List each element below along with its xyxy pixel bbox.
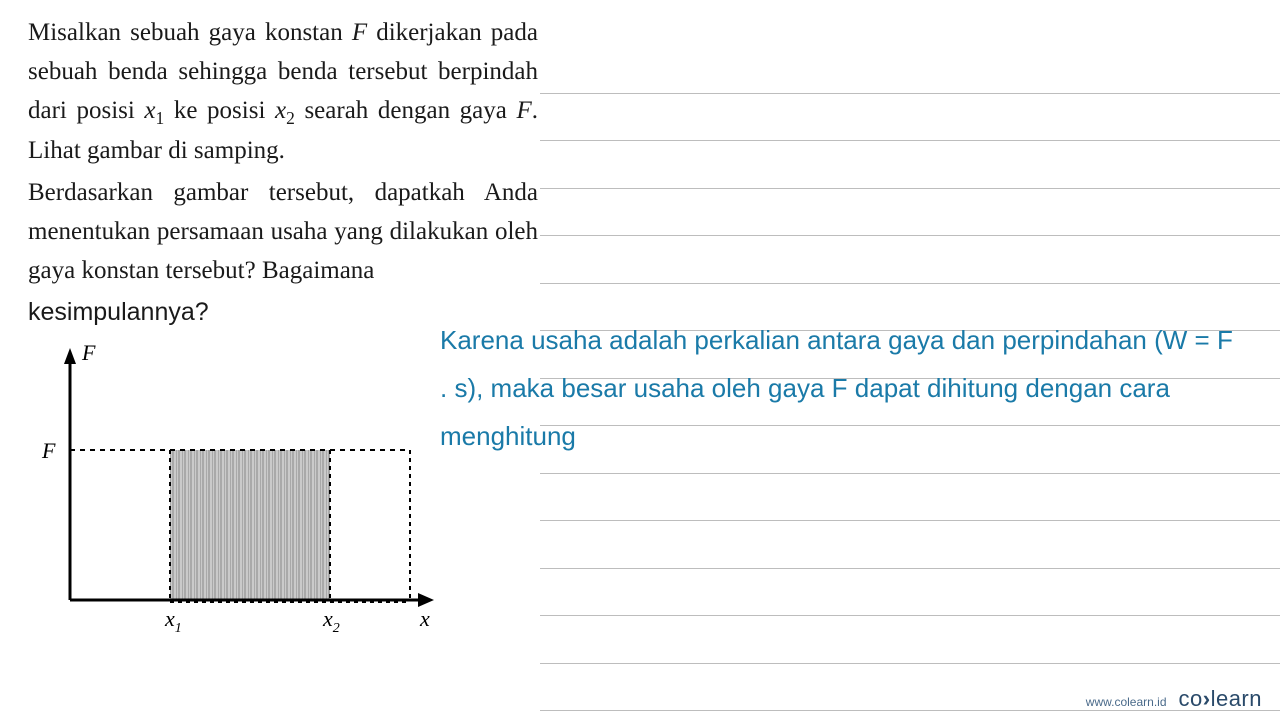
text: ke posisi bbox=[164, 97, 275, 124]
footer-url: www.colearn.id bbox=[1086, 695, 1167, 709]
footer-logo: co›learn bbox=[1179, 686, 1263, 712]
subscript-2: 2 bbox=[286, 108, 295, 128]
logo-dot: › bbox=[1203, 686, 1211, 711]
question-paragraph-1: Misalkan sebuah gaya konstan F dikerjaka… bbox=[28, 14, 538, 170]
variable-F: F bbox=[352, 19, 367, 46]
x1-tick-label: x1 bbox=[164, 606, 182, 636]
y-axis-label: F bbox=[81, 340, 96, 365]
ruled-line bbox=[540, 616, 1280, 664]
ruled-line bbox=[540, 569, 1280, 617]
x-axis-arrow bbox=[418, 593, 434, 607]
footer: www.colearn.id co›learn bbox=[1086, 686, 1262, 712]
question-paragraph-3: kesimpulannya? bbox=[28, 295, 328, 330]
main-content: Misalkan sebuah gaya konstan F dikerjaka… bbox=[0, 0, 1280, 344]
force-position-chart: F F x x1 x2 bbox=[20, 340, 440, 640]
ruled-line bbox=[540, 521, 1280, 569]
shaded-work-area bbox=[170, 450, 330, 600]
ruled-line bbox=[540, 474, 1280, 522]
text: Misalkan sebuah gaya konstan bbox=[28, 19, 352, 46]
question-paragraph-2: Berdasarkan gambar tersebut, dapatkah An… bbox=[28, 174, 538, 290]
text: searah dengan gaya bbox=[295, 97, 517, 124]
variable-F: F bbox=[516, 97, 531, 124]
subscript-1: 1 bbox=[156, 108, 165, 128]
y-tick-f-label: F bbox=[41, 438, 56, 463]
x2-tick-label: x2 bbox=[322, 606, 340, 636]
variable-x: x bbox=[144, 97, 155, 124]
variable-x: x bbox=[275, 97, 286, 124]
y-axis-arrow bbox=[64, 348, 76, 364]
logo-text-a: co bbox=[1179, 686, 1203, 711]
logo-text-b: learn bbox=[1211, 686, 1262, 711]
x-axis-label: x bbox=[419, 606, 430, 631]
chart-svg: F F x x1 x2 bbox=[20, 340, 440, 640]
answer-annotation: Karena usaha adalah perkalian antara gay… bbox=[440, 316, 1240, 460]
